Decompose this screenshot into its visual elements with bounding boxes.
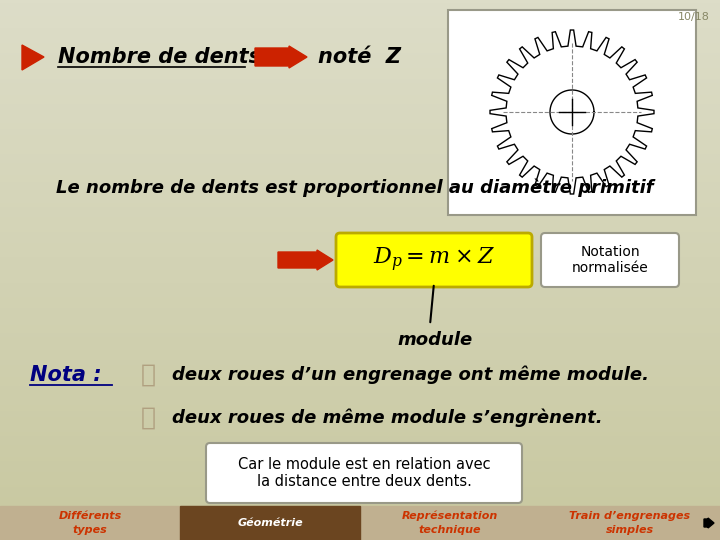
Text: Le nombre de dents est proportionnel au diamètre primitif: Le nombre de dents est proportionnel au …	[56, 179, 654, 197]
Bar	[0, 506, 720, 540]
Text: 👍: 👍	[140, 406, 156, 430]
Text: deux roues d’un engrenage ont même module.: deux roues d’un engrenage ont même modul…	[172, 366, 649, 384]
Text: simples: simples	[606, 525, 654, 535]
Polygon shape	[490, 30, 654, 194]
FancyBboxPatch shape	[541, 233, 679, 287]
Text: module: module	[397, 331, 472, 349]
Text: Nota :: Nota :	[30, 365, 102, 385]
Text: Différents: Différents	[58, 511, 122, 521]
Polygon shape	[22, 45, 44, 70]
FancyArrow shape	[278, 250, 333, 270]
Text: Car le module est en relation avec
la distance entre deux dents.: Car le module est en relation avec la di…	[238, 457, 490, 489]
Text: Notation
normalisée: Notation normalisée	[572, 245, 649, 275]
Text: Nombre de dents :: Nombre de dents :	[58, 47, 276, 67]
Text: types: types	[73, 525, 107, 535]
Text: Géométrie: Géométrie	[237, 518, 303, 528]
Text: deux roues de même module s’engrènent.: deux roues de même module s’engrènent.	[172, 409, 603, 427]
Text: Train d’engrenages: Train d’engrenages	[570, 511, 690, 521]
Polygon shape	[550, 90, 594, 134]
FancyBboxPatch shape	[336, 233, 532, 287]
Bar	[180, 506, 360, 540]
Text: $D_p = m \times Z$: $D_p = m \times Z$	[373, 246, 495, 274]
Text: Représentation: Représentation	[402, 511, 498, 521]
Text: technique: technique	[419, 525, 481, 535]
FancyArrow shape	[704, 518, 714, 528]
Text: 👍: 👍	[140, 363, 156, 387]
FancyArrow shape	[255, 46, 307, 68]
Text: noté  Z: noté Z	[318, 47, 401, 67]
FancyBboxPatch shape	[206, 443, 522, 503]
Text: 10/18: 10/18	[678, 12, 710, 22]
FancyBboxPatch shape	[448, 10, 696, 215]
